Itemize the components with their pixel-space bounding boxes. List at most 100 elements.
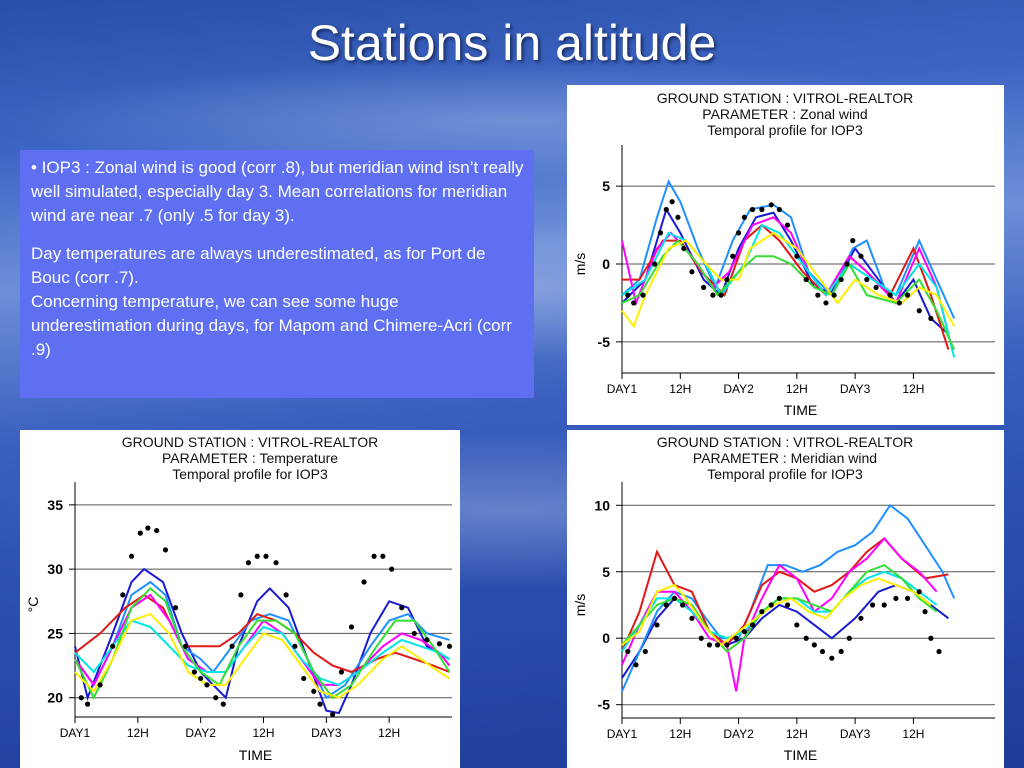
observation-point bbox=[380, 553, 386, 559]
series-line bbox=[74, 567, 450, 715]
y-tick-label: -5 bbox=[598, 697, 611, 713]
chart-title-line: Temporal profile for IOP3 bbox=[172, 466, 328, 482]
observation-point bbox=[844, 261, 850, 267]
observation-point bbox=[706, 642, 713, 648]
observation-point bbox=[213, 695, 219, 701]
series-line bbox=[622, 223, 950, 350]
observation-point bbox=[887, 292, 893, 298]
observation-point bbox=[681, 245, 687, 252]
observation-point bbox=[330, 711, 336, 718]
series-line bbox=[621, 503, 956, 692]
text-paragraph-2: Day temperatures are always underestimat… bbox=[31, 244, 486, 287]
observation-point bbox=[238, 592, 244, 598]
chart-title-line: PARAMETER : Temperature bbox=[162, 450, 338, 466]
x-tick-label: DAY1 bbox=[607, 382, 638, 396]
observation-point bbox=[348, 624, 355, 630]
observation-point bbox=[714, 642, 721, 648]
x-tick-label: 12H bbox=[786, 382, 808, 396]
x-tick-label: DAY3 bbox=[311, 726, 342, 740]
observation-point bbox=[389, 566, 395, 572]
observation-point bbox=[671, 595, 678, 601]
y-axis-label: m/s bbox=[572, 253, 588, 276]
observation-point bbox=[768, 202, 774, 208]
x-tick-label: 12H bbox=[669, 382, 691, 396]
observation-point bbox=[283, 592, 289, 598]
x-tick-label: DAY2 bbox=[723, 727, 754, 741]
observation-point bbox=[741, 628, 747, 635]
x-tick-label: 12H bbox=[902, 382, 924, 396]
observation-point bbox=[858, 253, 864, 259]
observation-point bbox=[724, 642, 730, 648]
observation-point bbox=[84, 701, 91, 707]
chart-title-line: Temporal profile for IOP3 bbox=[707, 122, 863, 138]
observation-point bbox=[292, 643, 298, 649]
observation-point bbox=[864, 276, 870, 283]
observation-point bbox=[846, 635, 852, 641]
observation-point bbox=[710, 292, 716, 298]
observation-point bbox=[657, 230, 664, 236]
zonal-wind-chart: GROUND STATION : VITROL-REALTORPARAMETER… bbox=[572, 90, 995, 418]
y-tick-label: 0 bbox=[602, 256, 610, 272]
x-axis-label: TIME bbox=[784, 402, 817, 418]
observation-point bbox=[724, 276, 730, 283]
y-tick-label: -5 bbox=[598, 334, 611, 350]
x-tick-label: 12H bbox=[669, 727, 691, 741]
meridian-wind-chart-panel: GROUND STATION : VITROL-REALTOR PARAMETER… bbox=[567, 430, 1004, 768]
observation-point bbox=[741, 214, 747, 220]
x-axis-label: TIME bbox=[239, 747, 272, 763]
observation-point bbox=[838, 648, 844, 655]
observation-point bbox=[204, 682, 210, 688]
observation-point bbox=[698, 635, 704, 641]
observation-point bbox=[642, 648, 648, 655]
x-axis-label: TIME bbox=[784, 747, 817, 763]
y-axis-label: °C bbox=[25, 597, 41, 613]
slide-title: Stations in altitude bbox=[307, 15, 717, 71]
observation-point bbox=[794, 253, 800, 259]
series-line bbox=[621, 216, 950, 335]
y-tick-label: 10 bbox=[594, 497, 610, 513]
chart-title-line: PARAMETER : Meridian wind bbox=[693, 450, 877, 466]
y-tick-label: 0 bbox=[602, 630, 610, 646]
text-paragraph-1: • IOP3 : Zonal wind is good (corr .8), b… bbox=[31, 158, 524, 225]
observation-point bbox=[784, 222, 791, 228]
observation-point bbox=[446, 643, 453, 649]
observation-point bbox=[803, 276, 809, 283]
observation-point bbox=[718, 292, 724, 298]
series-line bbox=[621, 231, 956, 329]
observation-point bbox=[689, 269, 695, 275]
series-line bbox=[621, 570, 938, 653]
observation-point bbox=[663, 602, 669, 608]
observation-point bbox=[120, 592, 126, 598]
chart-title-line: GROUND STATION : VITROL-REALTOR bbox=[122, 434, 378, 450]
y-tick-label: 20 bbox=[47, 690, 63, 706]
observation-point bbox=[749, 206, 756, 213]
temperature-chart-panel: GROUND STATION : VITROL-REALTOR PARAMETER… bbox=[20, 430, 460, 768]
observation-point bbox=[640, 292, 646, 298]
observation-point bbox=[311, 688, 317, 694]
y-axis-label: m/s bbox=[572, 594, 588, 617]
observation-point bbox=[263, 553, 269, 559]
observation-point bbox=[220, 701, 226, 707]
observation-point bbox=[338, 669, 345, 675]
observation-point bbox=[689, 615, 695, 621]
y-tick-label: 25 bbox=[47, 625, 63, 641]
observation-point bbox=[182, 643, 189, 649]
observation-point bbox=[675, 214, 681, 220]
observation-point bbox=[172, 605, 179, 611]
x-tick-label: DAY1 bbox=[607, 727, 638, 741]
observation-point bbox=[803, 635, 809, 641]
observation-point bbox=[680, 602, 686, 608]
observation-point bbox=[922, 609, 928, 615]
observation-point bbox=[301, 675, 307, 682]
y-tick-label: 35 bbox=[47, 497, 63, 513]
observation-point bbox=[838, 276, 844, 283]
observation-point bbox=[735, 230, 742, 236]
observation-point bbox=[823, 300, 829, 306]
observation-point bbox=[768, 602, 774, 608]
observation-point bbox=[850, 238, 856, 244]
meridian-wind-chart: GROUND STATION : VITROL-REALTORPARAMETER… bbox=[572, 434, 995, 763]
observation-point bbox=[245, 560, 252, 566]
observation-point bbox=[669, 199, 675, 205]
series-line bbox=[621, 223, 956, 358]
observation-point bbox=[162, 547, 169, 553]
